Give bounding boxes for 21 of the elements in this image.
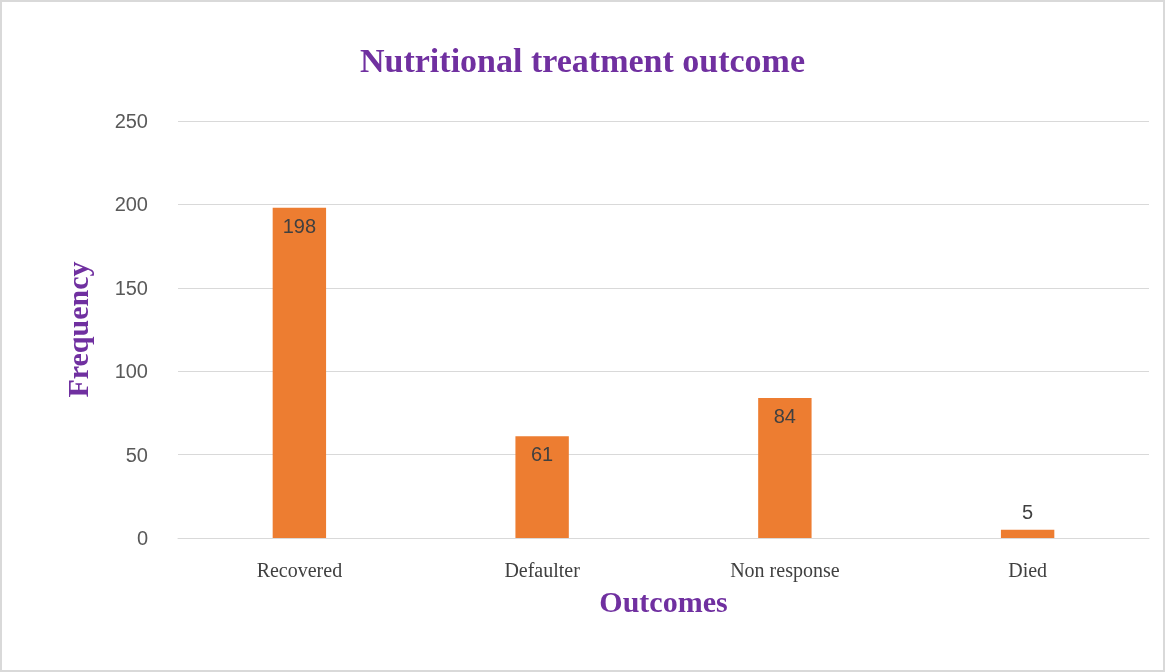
y-axis-title: Frequency (60, 261, 94, 398)
y-tick-label: 200 (114, 193, 148, 216)
chart-title: Nutritional treatment outcome (359, 41, 806, 79)
x-axis-title: Outcomes (599, 584, 728, 618)
data-label: 61 (531, 443, 554, 466)
data-label: 5 (1022, 500, 1034, 523)
y-tick-label: 0 (136, 527, 148, 549)
y-tick-label: 150 (114, 276, 148, 299)
bar (758, 397, 812, 538)
y-tick-label: 50 (125, 443, 148, 466)
y-tick-label: 250 (114, 110, 148, 132)
x-tick-label: Defaulter (504, 559, 581, 581)
data-label: 84 (773, 404, 796, 427)
bar (272, 207, 327, 538)
x-tick-label: Non response (730, 559, 840, 582)
x-tick-label: Recovered (256, 559, 343, 581)
bar (515, 436, 569, 538)
bar (1000, 529, 1055, 538)
data-label: 198 (282, 214, 317, 237)
y-tick-label: 100 (114, 360, 148, 383)
x-tick-label: Died (1008, 559, 1048, 581)
